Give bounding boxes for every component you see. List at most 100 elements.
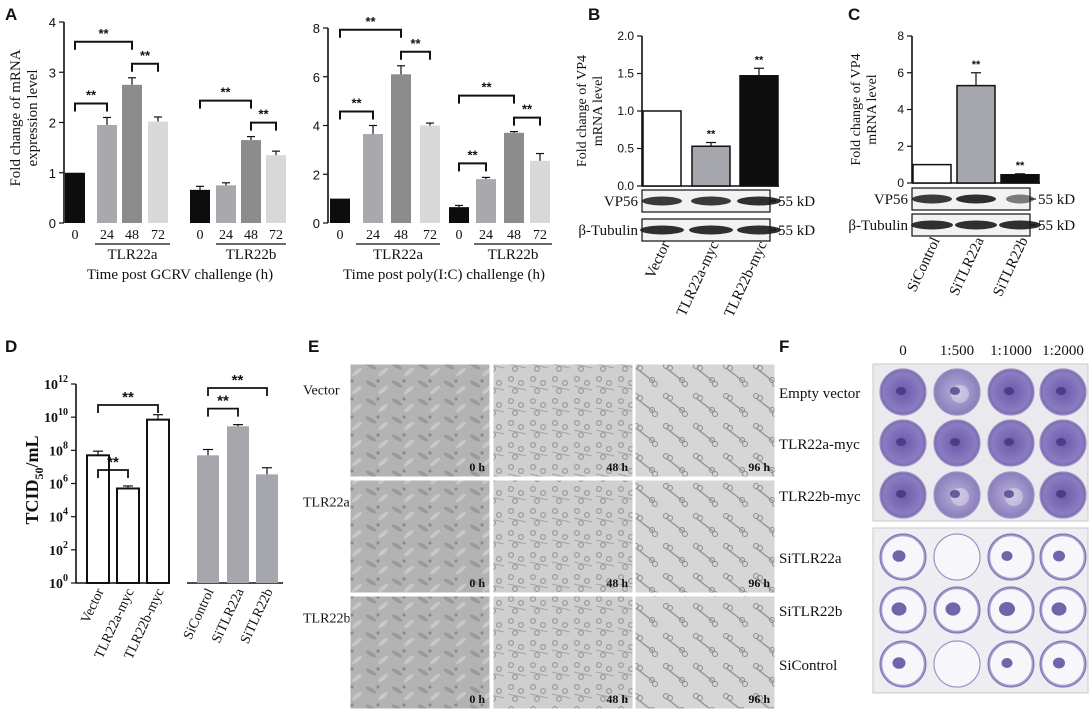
y-tick-base: 10	[44, 378, 58, 393]
x-tick-label: 72	[151, 228, 165, 243]
y-tick-base: 10	[44, 411, 58, 426]
time-label: 48 h	[606, 460, 628, 474]
significance-bracket	[400, 50, 431, 60]
well-rim-stain	[1039, 533, 1087, 581]
y-tick-label: 2.0	[617, 29, 634, 43]
bar	[691, 145, 731, 187]
lane-label: SiTLR22a	[947, 235, 988, 299]
bar	[97, 125, 117, 223]
well-stain	[1051, 602, 1067, 616]
significance-bracket	[97, 404, 159, 413]
well-center-stain	[1004, 490, 1014, 498]
lane-label: TLR22b-myc	[722, 239, 771, 320]
panel-f-plaque-assay: 0 1:500 1:1000 1:2000 Empty vector TLR22a-myc…	[779, 343, 1089, 694]
blot-row-label: VP56	[874, 192, 909, 208]
significance-label: **	[220, 85, 231, 100]
well	[933, 533, 981, 581]
group-label: TLR22a	[108, 247, 158, 263]
x-tick-label: Vector	[79, 586, 108, 626]
row-label: SiTLR22b	[779, 604, 842, 620]
time-label: 0 h	[469, 576, 485, 590]
well-center-stain	[1056, 387, 1066, 395]
x-tick-label: 24	[219, 228, 233, 243]
bar	[912, 163, 952, 184]
y-tick-exponent: 0	[63, 573, 68, 584]
well	[933, 640, 981, 688]
time-label: 48 h	[606, 576, 628, 590]
well-stain	[1053, 657, 1065, 669]
time-label: 96 h	[748, 576, 770, 590]
time-label: 96 h	[748, 460, 770, 474]
row-label: TLR22b	[303, 612, 350, 627]
significance-label: **	[972, 59, 981, 71]
x-tick-label: 72	[269, 228, 283, 243]
significance-label: **	[122, 389, 134, 406]
micrograph	[634, 479, 776, 594]
chart-c: Fold change of VP4mRNA level 0 2 4 6 8 ** ** VP5…	[848, 29, 1075, 299]
y-tick-exponent: 4	[63, 507, 68, 518]
y-tick-label: 0	[313, 216, 320, 231]
blot-row-label: β-Tubulin	[578, 223, 638, 239]
significance-label: **	[86, 87, 97, 102]
group-label: TLR22b	[488, 247, 539, 263]
y-tick-label: 3	[49, 65, 56, 80]
blot-band	[955, 220, 997, 230]
well-center-stain	[950, 490, 960, 498]
x-tick-label: 24	[100, 228, 114, 243]
bar	[476, 179, 496, 223]
bar	[197, 455, 219, 583]
significance-label: **	[365, 14, 376, 29]
blot-row-label: VP56	[604, 194, 639, 210]
bar	[190, 189, 210, 223]
bar	[65, 172, 85, 223]
y-tick-label: 8	[897, 29, 904, 43]
chart-d: 10010210410610810101012VectorTLR22a-mycT…	[44, 372, 283, 662]
well-rim-stain	[879, 586, 927, 634]
significance-bracket	[250, 121, 277, 131]
lane-label: Vector	[643, 239, 674, 281]
y-tick-exponent: 2	[63, 540, 68, 551]
marker-label: 55 kD	[1038, 218, 1075, 234]
well-stain	[1053, 550, 1065, 562]
y-tick-label: 6	[897, 66, 904, 80]
well-center-stain	[950, 387, 960, 395]
y-tick-base: 10	[49, 544, 63, 559]
y-tick-label: 100	[49, 573, 68, 592]
significance-label: **	[410, 36, 421, 51]
bar	[122, 84, 142, 223]
x-axis-title: Time post poly(I:C) challenge (h)	[343, 267, 545, 283]
lane-label: SiTLR22b	[990, 235, 1031, 299]
blot-band	[640, 225, 684, 235]
micrograph	[634, 363, 776, 478]
panel-label-b: B	[588, 5, 600, 24]
well-center-stain	[1056, 490, 1066, 498]
y-tick-exponent: 6	[63, 474, 68, 485]
x-tick-label: 48	[394, 228, 408, 243]
bar	[256, 474, 278, 583]
micrograph	[634, 595, 776, 710]
y-tick-label: 108	[49, 440, 68, 459]
y-tick-label: 2	[313, 167, 320, 182]
x-axis-title: Time post GCRV challenge (h)	[87, 267, 273, 283]
significance-bracket	[458, 94, 515, 104]
chart-a1: 0 1 2 3 4 0 24 48 72 TLR22a 0 24 48 72 TLR22b ** ** ** ** *…	[49, 15, 286, 283]
bar	[642, 110, 682, 187]
y-tick-label: 1.0	[617, 104, 634, 118]
panel-label-f: F	[779, 337, 789, 356]
y-tick-label: 4	[49, 15, 56, 30]
y-tick-exponent: 10	[58, 407, 68, 418]
row-label: SiTLR22a	[779, 551, 842, 567]
y-tick-label: 6	[313, 70, 320, 85]
time-label: 0 h	[469, 692, 485, 706]
ylabel-line: Fold change of VP4	[575, 55, 590, 167]
blot-band	[911, 220, 953, 230]
micrograph	[349, 363, 491, 478]
x-tick-label: 72	[423, 228, 437, 243]
y-tick-label: 8	[313, 21, 320, 36]
y-tick-base: 10	[49, 444, 63, 459]
panel-label-d: D	[5, 337, 17, 356]
blot-band	[691, 196, 731, 206]
column-label: 0	[899, 343, 907, 359]
y-tick-label: 106	[49, 474, 68, 493]
row-label: TLR22a-myc	[779, 437, 860, 453]
